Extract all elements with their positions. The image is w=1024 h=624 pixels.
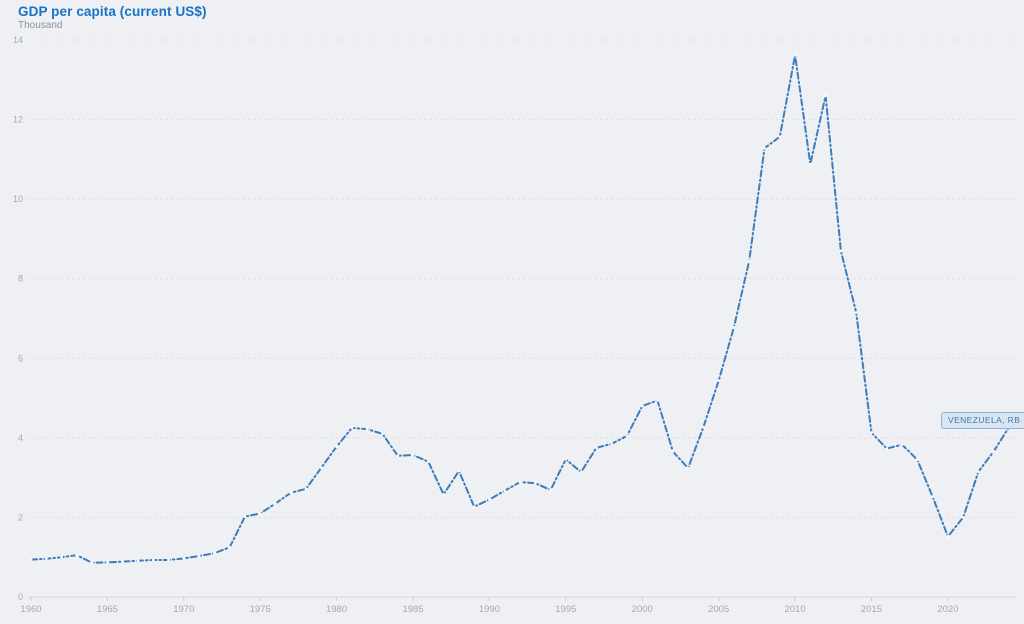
data-point-marker[interactable] (625, 434, 629, 438)
data-point-marker[interactable] (931, 495, 934, 499)
data-point-marker[interactable] (365, 427, 369, 431)
data-point-marker[interactable] (90, 561, 94, 565)
data-point-marker[interactable] (319, 466, 323, 470)
data-point-marker[interactable] (564, 457, 568, 461)
series-line[interactable] (30, 54, 1010, 564)
data-point-marker[interactable] (885, 447, 889, 450)
x-axis-label: 1985 (402, 604, 423, 615)
x-axis-label: 2015 (861, 604, 882, 615)
data-point-marker[interactable] (747, 259, 751, 263)
data-point-marker[interactable] (442, 493, 445, 496)
data-point-marker[interactable] (870, 431, 873, 435)
data-point-marker[interactable] (258, 512, 262, 515)
x-axis-label: 1990 (479, 604, 500, 615)
data-point-marker[interactable] (136, 559, 140, 563)
data-point-marker[interactable] (44, 557, 48, 561)
x-axis-label: 2020 (937, 604, 958, 615)
data-point-marker[interactable] (961, 516, 965, 519)
y-axis-label: 12 (13, 115, 23, 125)
data-point-marker[interactable] (151, 558, 155, 562)
data-point-marker[interactable] (854, 311, 858, 314)
data-point-marker[interactable] (289, 491, 293, 495)
data-point-marker[interactable] (274, 502, 277, 505)
x-axis-label: 1975 (250, 604, 271, 615)
x-axis-label: 1995 (555, 604, 576, 615)
data-point-marker[interactable] (488, 498, 491, 501)
data-point-marker[interactable] (426, 460, 430, 464)
y-axis-label: 6 (18, 353, 23, 363)
data-point-marker[interactable] (610, 442, 614, 446)
data-point-marker[interactable] (946, 535, 950, 538)
data-point-marker[interactable] (472, 505, 476, 509)
chart-unit-label: Thousand (18, 20, 63, 31)
x-axis-label: 1960 (20, 604, 41, 615)
y-axis-label: 4 (18, 433, 23, 443)
data-point-marker[interactable] (121, 560, 125, 563)
data-point-marker[interactable] (778, 135, 782, 139)
data-point-marker[interactable] (381, 432, 384, 436)
data-point-marker[interactable] (503, 489, 507, 493)
data-point-marker[interactable] (793, 53, 797, 57)
series-label-text: VENEZUELA, RB (948, 415, 1021, 425)
data-point-marker[interactable] (106, 561, 109, 564)
data-point-marker[interactable] (808, 162, 812, 166)
data-point-marker[interactable] (335, 445, 338, 448)
x-axis-label: 1965 (97, 604, 118, 615)
data-point-marker[interactable] (60, 555, 63, 559)
x-axis-label: 2005 (708, 604, 729, 615)
x-axis-label: 2010 (784, 604, 805, 615)
data-point-marker[interactable] (213, 551, 216, 555)
chart-title: GDP per capita (current US$) (18, 4, 207, 19)
series-label-venezuela[interactable]: VENEZUELA, RB (941, 412, 1024, 429)
data-point-marker[interactable] (396, 454, 400, 458)
data-point-marker[interactable] (243, 515, 247, 518)
data-point-marker[interactable] (839, 249, 843, 253)
data-point-marker[interactable] (304, 487, 308, 491)
data-point-marker[interactable] (977, 470, 980, 474)
data-point-marker[interactable] (228, 545, 232, 549)
y-axis-label: 2 (18, 512, 23, 522)
data-point-marker[interactable] (350, 426, 354, 430)
y-axis-label: 8 (18, 274, 23, 284)
data-point-marker[interactable] (75, 553, 79, 557)
data-point-marker[interactable] (595, 446, 598, 450)
data-point-marker[interactable] (197, 554, 201, 558)
data-point-marker[interactable] (732, 325, 736, 329)
y-axis-label: 0 (18, 592, 23, 602)
y-axis-label: 14 (13, 35, 23, 45)
x-axis-label: 2000 (632, 604, 653, 615)
data-point-marker[interactable] (702, 425, 705, 429)
data-point-marker[interactable] (686, 466, 690, 470)
x-axis-label: 1980 (326, 604, 347, 615)
data-point-marker[interactable] (992, 450, 996, 453)
data-point-marker[interactable] (411, 453, 415, 457)
data-point-marker[interactable] (824, 94, 827, 98)
data-point-marker[interactable] (167, 558, 170, 562)
data-point-marker[interactable] (640, 404, 644, 408)
data-point-marker[interactable] (717, 379, 721, 382)
data-point-marker[interactable] (518, 480, 522, 484)
data-point-marker[interactable] (579, 470, 583, 474)
x-axis-label: 1970 (173, 604, 194, 615)
data-point-marker[interactable] (900, 443, 904, 446)
data-point-marker[interactable] (671, 450, 675, 453)
data-point-marker[interactable] (533, 481, 537, 485)
data-point-marker[interactable] (763, 146, 766, 150)
data-point-marker[interactable] (549, 488, 552, 492)
data-point-marker[interactable] (457, 469, 461, 473)
data-point-marker[interactable] (29, 558, 33, 561)
data-point-marker[interactable] (656, 399, 659, 402)
y-axis-label: 10 (13, 194, 23, 204)
data-point-marker[interactable] (182, 557, 186, 560)
data-point-marker[interactable] (915, 458, 919, 462)
